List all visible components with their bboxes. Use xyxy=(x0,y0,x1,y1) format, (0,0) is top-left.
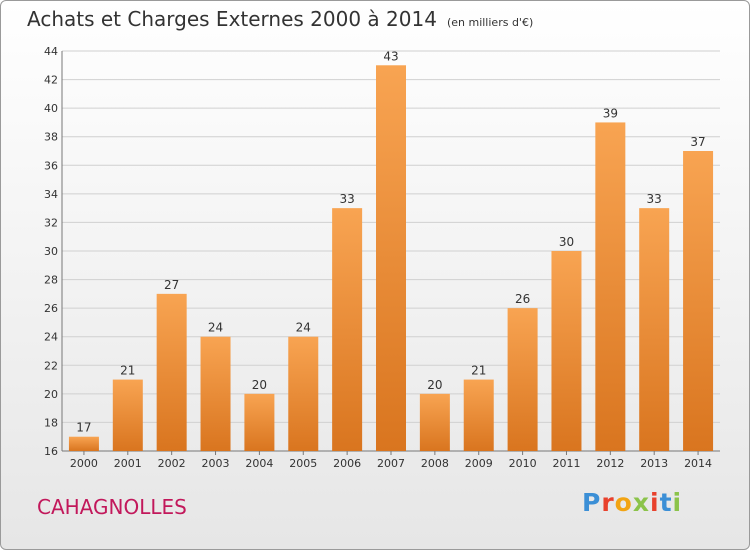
data-label: 30 xyxy=(559,235,574,249)
bar-2012 xyxy=(595,122,626,451)
bar-2002 xyxy=(156,293,187,451)
x-tick-label: 2003 xyxy=(202,457,230,470)
data-labels: 17 21 27 24 20 24 33 43 20 21 26 30 39 33 37 xyxy=(76,49,705,434)
bar-2009 xyxy=(463,379,494,451)
data-label: 20 xyxy=(427,378,442,392)
x-tick-label: 2006 xyxy=(333,457,361,470)
y-tick-label: 24 xyxy=(44,331,58,344)
data-label: 37 xyxy=(690,135,705,149)
y-tick-label: 16 xyxy=(44,445,58,458)
data-label: 33 xyxy=(647,192,662,206)
commune-name: CAHAGNOLLES xyxy=(37,495,187,519)
bar-2003 xyxy=(200,336,231,451)
logo-letter: r xyxy=(601,488,615,517)
y-tick-label: 36 xyxy=(44,159,58,172)
y-tick-label: 30 xyxy=(44,245,58,258)
y-tick-label: 32 xyxy=(44,216,58,229)
bar-2001 xyxy=(112,379,143,451)
bars xyxy=(68,65,714,452)
x-tick-label: 2005 xyxy=(289,457,317,470)
data-label: 20 xyxy=(252,378,267,392)
x-tick-label: 2013 xyxy=(640,457,668,470)
y-tick-label: 44 xyxy=(44,45,58,58)
data-label: 17 xyxy=(76,421,91,435)
chart-title-block: Achats et Charges Externes 2000 à 2014 (e… xyxy=(27,7,533,31)
bar-2007 xyxy=(376,65,406,452)
logo-letter: o xyxy=(614,488,633,517)
x-tick-label: 2007 xyxy=(377,457,405,470)
proxiti-logo: Proxiti xyxy=(582,488,682,517)
x-tick-label: 2004 xyxy=(245,457,273,470)
bar-2006 xyxy=(332,208,363,451)
x-tick-label: 2011 xyxy=(552,457,580,470)
x-tick-label: 2000 xyxy=(70,457,98,470)
y-tick-label: 18 xyxy=(44,416,58,429)
y-tick-label: 40 xyxy=(44,102,58,115)
y-tick-label: 28 xyxy=(44,274,58,287)
data-label: 21 xyxy=(471,364,486,378)
logo-letter: x xyxy=(632,488,650,517)
chart-title: Achats et Charges Externes 2000 à 2014 xyxy=(27,7,437,31)
bar-2014 xyxy=(683,151,714,451)
y-tick-label: 38 xyxy=(44,131,58,144)
data-label: 24 xyxy=(296,321,311,335)
bar-2013 xyxy=(639,208,670,451)
x-tick-label: 2012 xyxy=(596,457,624,470)
x-tick-label: 2009 xyxy=(465,457,493,470)
logo-letter: t xyxy=(659,488,673,517)
bar-2011 xyxy=(551,251,582,451)
x-tick-label: 2010 xyxy=(509,457,537,470)
x-tick-label: 2002 xyxy=(158,457,186,470)
data-label: 27 xyxy=(164,278,179,292)
bar-2008 xyxy=(419,393,450,451)
logo-letter: i xyxy=(650,488,660,517)
y-tick-label: 26 xyxy=(44,302,58,315)
bar-2005 xyxy=(288,336,319,451)
data-label: 43 xyxy=(383,49,398,63)
chart-unit: (en milliers d'€) xyxy=(446,16,534,29)
logo-letter: P xyxy=(582,488,602,517)
x-tick-label: 2008 xyxy=(421,457,449,470)
data-label: 26 xyxy=(515,292,530,306)
data-label: 21 xyxy=(120,364,135,378)
logo-letter: i xyxy=(672,488,683,517)
data-label: 39 xyxy=(603,106,618,120)
y-tick-label: 22 xyxy=(44,359,58,372)
data-label: 24 xyxy=(208,321,223,335)
bar-2000 xyxy=(68,436,99,451)
bar-2010 xyxy=(507,308,538,451)
bar-2004 xyxy=(244,393,275,451)
y-tick-label: 34 xyxy=(44,188,58,201)
x-tick-label: 2001 xyxy=(114,457,142,470)
y-tick-label: 20 xyxy=(44,388,58,401)
y-tick-label: 42 xyxy=(44,74,58,87)
data-label: 33 xyxy=(339,192,354,206)
x-tick-label: 2014 xyxy=(684,457,712,470)
